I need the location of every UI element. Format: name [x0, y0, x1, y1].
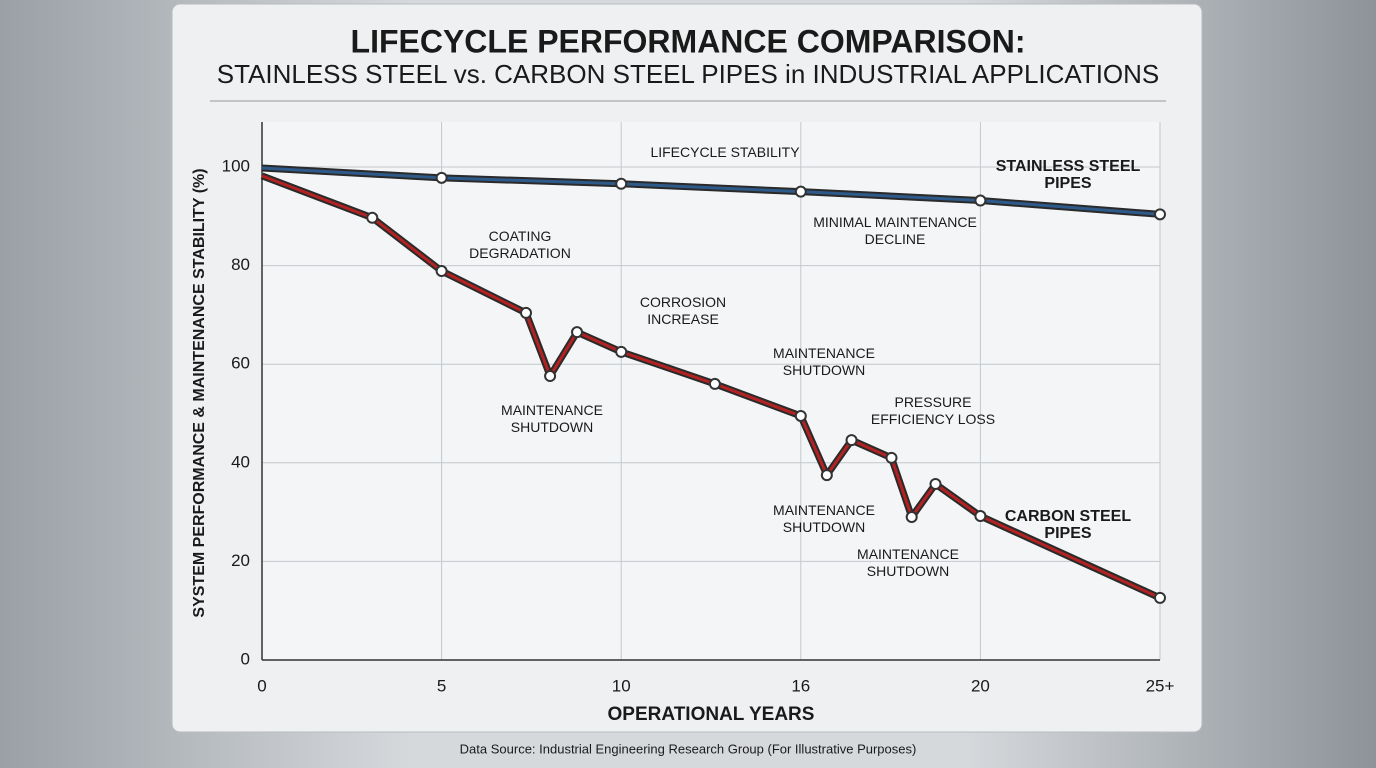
x-tick-label: 20	[971, 676, 990, 695]
series-label: STAINLESS STEEL PIPES	[995, 158, 1141, 192]
y-tick-label: 60	[231, 354, 250, 373]
annotation: MAINTENANCE SHUTDOWN	[857, 546, 959, 579]
plot-area	[262, 122, 1160, 660]
annotation: COATING DEGRADATION	[469, 228, 571, 261]
annotation: MAINTENANCE SHUTDOWN	[773, 502, 875, 535]
point-marker	[845, 434, 858, 447]
annotation: CORROSION INCREASE	[639, 294, 727, 327]
x-tick-label: 16	[791, 676, 810, 695]
point-marker	[885, 451, 898, 464]
chart-title: LIFECYCLE PERFORMANCE COMPARISON:	[351, 23, 1026, 59]
point-marker	[794, 185, 807, 198]
series-line	[261, 174, 1161, 600]
point-marker	[820, 469, 833, 482]
point-marker	[794, 409, 807, 422]
annotation: PRESSURE EFFICIENCY LOSS	[870, 394, 996, 427]
annotation: MINIMAL MAINTENANCE DECLINE	[813, 214, 977, 247]
annotation: MAINTENANCE SHUTDOWN	[501, 402, 603, 435]
point-marker	[974, 194, 987, 207]
y-tick-label: 0	[241, 649, 250, 668]
annotation: LIFECYCLE STABILITY	[650, 144, 800, 160]
y-tick-label: 80	[231, 255, 250, 274]
point-marker	[435, 265, 448, 278]
point-marker	[615, 177, 628, 190]
point-marker	[435, 171, 448, 184]
y-tick-label: 100	[222, 156, 250, 175]
point-marker	[615, 345, 628, 358]
series-line	[261, 166, 1161, 216]
x-tick-label: 5	[437, 676, 446, 695]
point-marker	[520, 306, 533, 319]
point-marker	[366, 211, 379, 224]
point-marker	[929, 477, 942, 490]
annotation: MAINTENANCE SHUTDOWN	[773, 345, 875, 378]
point-marker	[1154, 591, 1166, 604]
chart-subtitle: STAINLESS STEEL vs. CARBON STEEL PIPES i…	[217, 59, 1160, 89]
point-marker	[905, 511, 918, 524]
point-marker	[544, 370, 557, 383]
point-marker	[974, 510, 987, 523]
x-tick-label: 10	[612, 676, 631, 695]
y-axis-label: SYSTEM PERFORMANCE & MAINTENANCE STABILI…	[191, 168, 208, 617]
x-tick-label: 25+	[1146, 676, 1175, 695]
x-axis-label: OPERATIONAL YEARS	[608, 704, 815, 725]
point-marker	[1154, 208, 1166, 221]
series-label: CARBON STEEL PIPES	[1004, 508, 1132, 542]
point-marker	[708, 377, 721, 390]
point-marker	[571, 326, 584, 339]
source-note: Data Source: Industrial Engineering Rese…	[460, 741, 917, 756]
x-tick-label: 0	[257, 676, 266, 695]
y-tick-label: 40	[231, 452, 250, 471]
y-tick-label: 20	[231, 551, 250, 570]
